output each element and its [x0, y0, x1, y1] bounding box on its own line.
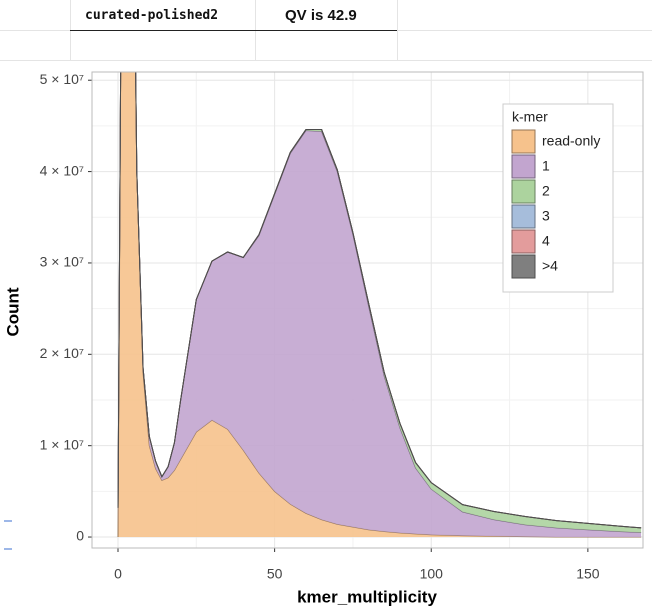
legend-swatch [511, 204, 536, 229]
legend-swatch [511, 254, 536, 279]
x-tick-label: 0 [114, 566, 122, 582]
legend-swatch [511, 154, 536, 179]
y-tick-label: 0 [76, 528, 84, 544]
legend-label: 3 [542, 208, 550, 224]
y-tick-label: 3 × 10⁷ [40, 254, 84, 270]
x-tick-label: 150 [576, 566, 600, 582]
legend-label: >4 [542, 258, 558, 274]
qv-value: QV is 42.9 [285, 7, 357, 24]
y-tick-label: 1 × 10⁷ [40, 436, 84, 452]
x-axis-label: kmer_multiplicity [297, 587, 437, 606]
x-tick-label: 100 [420, 566, 444, 582]
area [117, 72, 642, 538]
plot-area [117, 72, 642, 538]
legend-label: 2 [542, 183, 550, 199]
y-tick-label: 5 × 10⁷ [40, 71, 84, 87]
legend-label: 4 [542, 233, 550, 249]
x-tick-label: 50 [267, 566, 283, 582]
panel-border [91, 71, 644, 549]
area [117, 72, 642, 538]
legend-label: 1 [542, 158, 550, 174]
y-tick-label: 4 × 10⁷ [40, 162, 84, 178]
legend: k-mer read-only 1 2 3 4 >4 [502, 103, 614, 293]
legend-title: k-mer [512, 109, 548, 125]
legend-label: read-only [542, 133, 600, 149]
y-tick-label: 2 × 10⁷ [40, 345, 84, 361]
legend-swatch [511, 229, 536, 254]
assembly-name: curated-polished2 [85, 8, 219, 23]
legend-swatch [511, 179, 536, 204]
axes: 0 50 100 150 0 1 × 10⁷ 2 × 10⁷ 3 × 10⁷ 4 × 10⁷ 5 … [40, 71, 644, 582]
legend-swatch [511, 129, 536, 154]
y-axis-label: Count [3, 287, 22, 336]
area-outline [117, 72, 642, 529]
